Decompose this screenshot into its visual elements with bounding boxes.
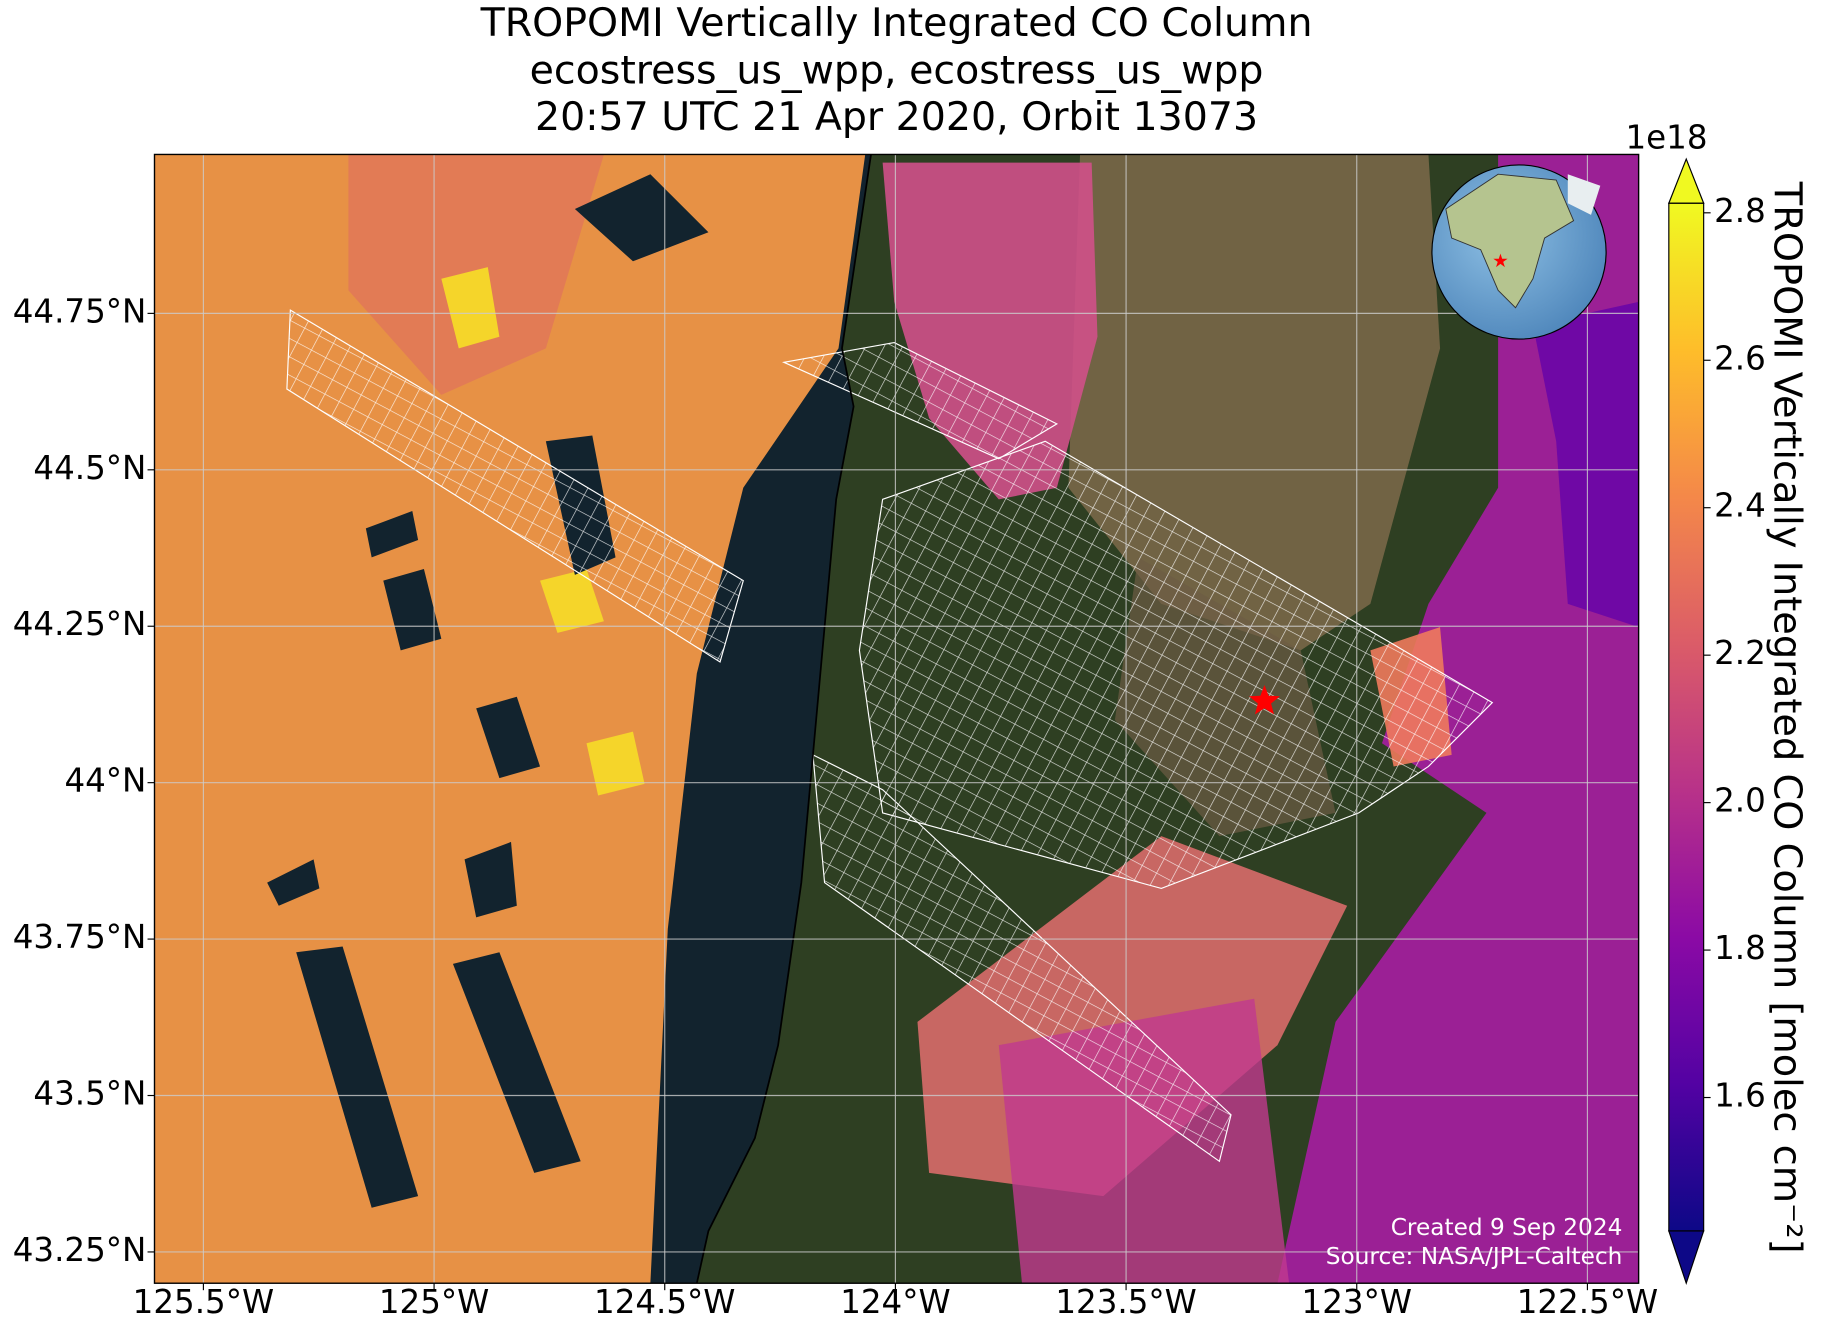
globe-marker: ★ [1492,251,1509,272]
co-field [441,267,645,796]
continent [1445,173,1575,309]
coastline [695,154,872,1284]
x-tick-label: 125.5°W [133,1283,274,1321]
colorbar-tick-label: 1.8 [1714,929,1766,967]
colorbar-tick-label: 2.2 [1714,634,1766,672]
map-background [154,154,1639,1284]
inset-globe: ★ [1431,164,1607,340]
co-field [1532,301,1639,628]
colorbar-extend [1668,1230,1705,1286]
x-tick-label: 122.5°W [1517,1283,1658,1321]
y-tick-label: 44.75°N [13,292,147,330]
x-tick-label: 123.5°W [1055,1283,1196,1321]
colorbar-tick-label: 2.0 [1714,782,1766,820]
co-field [998,998,1290,1284]
y-tick-label: 44°N [64,762,146,800]
colorbar-tick-label: 2.4 [1714,487,1766,525]
x-tick-label: 124°W [840,1283,950,1321]
y-tick-label: 43.25°N [13,1231,147,1269]
y-tick-label: 44.5°N [33,449,146,487]
chart-subtitle: 20:57 UTC 21 Apr 2020, Orbit 13073 [535,94,1258,140]
colorbar-label: TROPOMI Vertically Integrated CO Column … [1764,181,1809,1254]
swath [858,440,1494,889]
credit: Source: NASA/JPL-Caltech [1326,1243,1623,1270]
site-marker [1249,685,1280,715]
colorbar-tick-label: 2.8 [1714,192,1766,230]
colorbar-tick-label: 2.6 [1714,339,1766,377]
colorbar-tick-label: 1.6 [1714,1077,1766,1115]
credit: Created 9 Sep 2024 [1391,1214,1623,1241]
chart-subtitle: ecostress_us_wpp, ecostress_us_wpp [530,48,1264,94]
y-tick-label: 44.25°N [13,605,147,643]
y-tick-label: 43.5°N [33,1075,146,1113]
map-frame [153,153,1640,1284]
greenland [1567,174,1601,215]
x-tick-label: 124.5°W [594,1283,735,1321]
chart-title: TROPOMI Vertically Integrated CO Column [480,0,1313,46]
colorbar-offset: 1e18 [1625,118,1707,156]
colorbar [1668,203,1704,1231]
x-tick-label: 123°W [1302,1283,1412,1321]
colorbar-extend [1667,157,1705,204]
colorbar-frame [1668,202,1705,1232]
no-data [267,174,709,1208]
y-tick-label: 43.75°N [13,918,147,956]
x-tick-label: 125°W [379,1283,489,1321]
grid [154,154,1639,1284]
swath [781,341,1059,460]
swath [286,309,744,663]
